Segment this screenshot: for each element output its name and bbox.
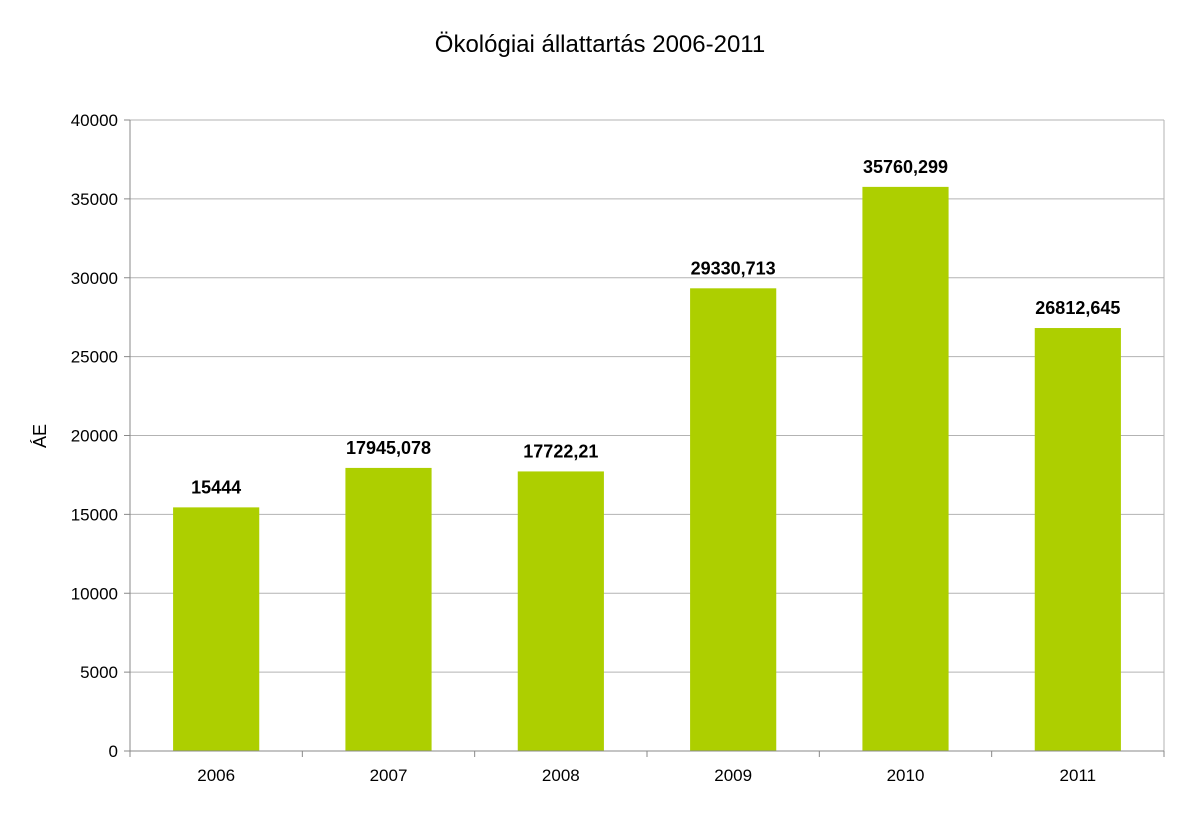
data-labels: 15444 17945,078 17722,21 29330,713 35760,299… — [191, 157, 1120, 497]
y-tick-label-0: 0 — [109, 742, 118, 761]
y-tick-label-15000: 15000 — [71, 505, 118, 524]
chart-title: Ökológiai állattartás 2006-2011 — [435, 31, 765, 58]
bar-2011 — [1034, 328, 1121, 751]
bars-group — [173, 186, 1121, 751]
axes — [124, 119, 1165, 757]
data-label-2007: 17945,078 — [346, 438, 431, 458]
bar-2008 — [517, 471, 604, 751]
x-tick-label-2007: 2007 — [370, 766, 408, 785]
gridlines — [130, 119, 1165, 751]
bar-2010 — [862, 186, 949, 751]
data-label-2010: 35760,299 — [863, 157, 948, 177]
data-label-2009: 29330,713 — [691, 258, 776, 278]
y-tick-labels: 0 5000 10000 15000 20000 25000 30000 35000 40000 — [71, 111, 118, 761]
y-tick-label-10000: 10000 — [71, 584, 118, 603]
y-tick-label-35000: 35000 — [71, 190, 118, 209]
data-label-2008: 17722,21 — [523, 441, 598, 461]
y-tick-label-25000: 25000 — [71, 348, 118, 367]
bar-2006 — [173, 507, 260, 751]
data-label-2006: 15444 — [191, 477, 241, 497]
y-tick-label-40000: 40000 — [71, 111, 118, 130]
x-tick-label-2009: 2009 — [714, 766, 752, 785]
y-axis-title: ÁE — [30, 424, 50, 448]
data-label-2011: 26812,645 — [1035, 298, 1120, 318]
y-tick-label-20000: 20000 — [71, 427, 118, 446]
bar-2007 — [345, 467, 432, 751]
x-tick-label-2011: 2011 — [1060, 766, 1097, 785]
y-tick-label-5000: 5000 — [80, 663, 118, 682]
x-tick-label-2008: 2008 — [542, 766, 580, 785]
y-tick-label-30000: 30000 — [71, 269, 118, 288]
x-tick-labels: 2006 2007 2008 2009 2010 2011 — [197, 766, 1096, 785]
bar-2009 — [690, 288, 777, 751]
x-tick-label-2006: 2006 — [197, 766, 235, 785]
x-tick-label-2010: 2010 — [887, 766, 925, 785]
